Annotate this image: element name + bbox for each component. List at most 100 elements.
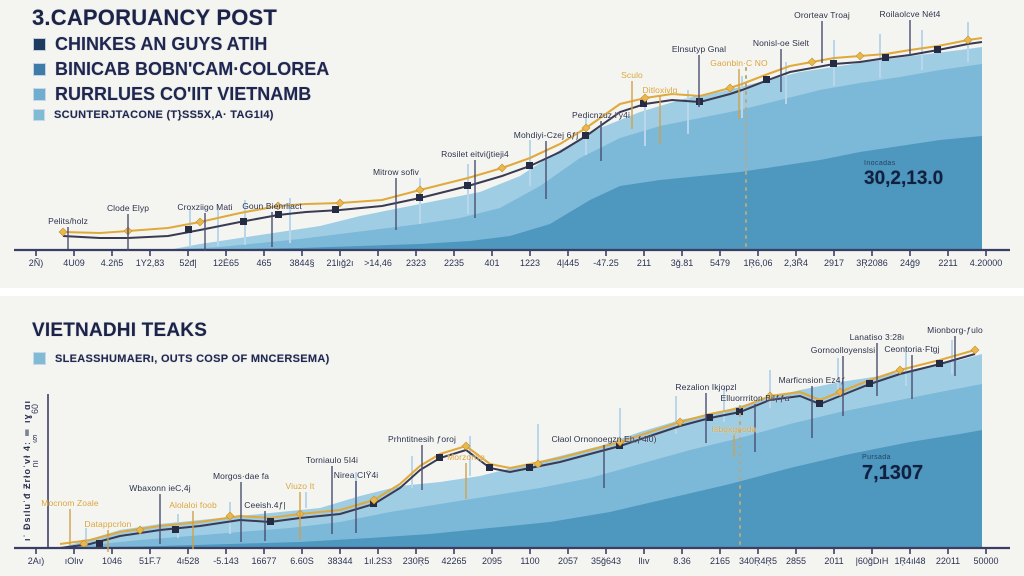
- bottom-annotation-label: Ceeish.4ƒ|: [244, 500, 286, 510]
- top-x-tick-label: 4.20000: [969, 258, 1003, 268]
- bottom-x-tick-label: 2095: [481, 556, 503, 566]
- bottom-x-tick-label: 2855: [785, 556, 807, 566]
- top-x-tick-label: 211: [636, 258, 652, 268]
- bottom-x-axis-ticks: [35, 548, 987, 554]
- bottom-annotation-label: Ceontoria·Ftgj: [884, 344, 940, 354]
- bottom-callout-number: 7,1307: [862, 462, 924, 484]
- bottom-x-tick-label: llıv: [638, 556, 650, 566]
- top-x-tick-label: 2917: [823, 258, 845, 268]
- bottom-annotation-label: Prhntitnesih ƒoroj: [388, 434, 456, 444]
- top-x-tick-label: 4|445: [556, 258, 580, 268]
- bottom-chart-title: VIETNADHI TEAKS: [32, 320, 208, 341]
- bottom-annotation-label: Lanatiso 3:28ı: [849, 332, 905, 342]
- bottom-annotation-label: Elluorrriton Bilƒƒa: [720, 393, 790, 403]
- bottom-y-tick-label: §: [30, 434, 40, 444]
- top-legend-item[interactable]: BINICAB BOBN'CAM·COLOREA: [33, 59, 329, 80]
- top-legend-item[interactable]: CHINKES AN GUYS ATIH: [33, 34, 329, 55]
- bottom-series-gold-line: [59, 348, 976, 546]
- bottom-x-tick-label: ıOlıv: [64, 556, 84, 566]
- top-x-tick-label: 24ğ9: [899, 258, 921, 268]
- top-annotation-label: Sculo: [621, 70, 643, 80]
- top-x-tick-label: 465: [256, 258, 272, 268]
- top-x-tick-label: 4U09: [63, 258, 85, 268]
- bottom-annotation-label: Alolaloi foob: [169, 500, 217, 510]
- top-chart-panel: 3.CAPORUANCY POST CHINKES AN GUYS ATIH BI…: [0, 0, 1024, 288]
- top-annotation-label: Ororteav Troaj: [794, 10, 850, 20]
- legend-item-label: BINICAB BOBN'CAM·COLOREA: [55, 59, 330, 79]
- top-x-tick-label: 1223: [519, 258, 541, 268]
- bottom-x-tick-label: 1046: [101, 556, 123, 566]
- bottom-area-band-dark: [60, 430, 982, 548]
- top-x-tick-label: 2Ñ): [28, 258, 44, 268]
- bottom-y-tick-label: nı: [30, 460, 40, 468]
- top-annotation-label: Elnsutyp Gnal: [671, 44, 727, 54]
- bottom-chart-panel: VIETNADHI TEAKS SLEASSHUMAERı, OUTS COSP…: [0, 296, 1024, 576]
- bottom-annotation-label: Datappcrlon: [84, 519, 132, 529]
- panel-divider: [0, 288, 1024, 296]
- top-annotation-label: Pedicnzuz I'y4i: [572, 110, 630, 120]
- bottom-y-axis-label: ıˈ Đsıluˈđ Ƶrłoˈvł 4ː ‖ ıɣ ɑı: [22, 400, 32, 542]
- bottom-annotation-label: Mionborg-ƒulo: [927, 325, 983, 335]
- legend-swatch-icon: [33, 352, 46, 365]
- top-annotation-label: Clode Elyp: [106, 203, 150, 213]
- bottom-legend-item[interactable]: SLEASSHUMAERı, OUTS COSP OF MNCERSEMA): [33, 352, 330, 365]
- top-x-tick-label: 52đ|: [179, 258, 197, 268]
- bottom-x-tick-label: 22011: [935, 556, 961, 566]
- top-annotation-label: Nonisl-oe Sielt: [752, 38, 810, 48]
- top-x-tick-label: -47.25: [593, 258, 619, 268]
- top-annotation-label: Gaonbin·C NO: [710, 58, 768, 68]
- legend-swatch-icon: [33, 63, 46, 76]
- bottom-x-tick-label: 35ğ643: [590, 556, 622, 566]
- bottom-annotation-label: Mocnom Zoale: [41, 498, 99, 508]
- top-x-tick-label: 2235: [443, 258, 465, 268]
- legend-item-label: CHINKES AN GUYS ATIH: [55, 34, 268, 54]
- top-x-tick-label: 1Ŗ6,06: [743, 258, 773, 268]
- top-x-tick-label: 3Ŗ2086: [856, 258, 888, 268]
- bottom-annotation-label: Wbaxonn ieC,4j: [129, 483, 191, 493]
- top-series-gold-markers: [58, 35, 973, 237]
- bottom-callout-value: Pursada 7,1307: [862, 454, 923, 485]
- top-annotation-stems: [67, 20, 911, 251]
- bottom-x-tick-label: 4ı528: [176, 556, 200, 566]
- bottom-x-tick-label: 1Ŗ4ıl48: [894, 556, 926, 566]
- top-x-tick-label: 5479: [709, 258, 731, 268]
- bottom-x-tick-label: 8.36: [673, 556, 691, 566]
- bottom-x-tick-label: 2057: [557, 556, 579, 566]
- top-x-tick-label: 2211: [938, 258, 958, 268]
- bottom-x-tick-label: 51F.7: [138, 556, 162, 566]
- bottom-x-tick-label: 2165: [709, 556, 731, 566]
- bottom-x-tick-label: 42265: [441, 556, 467, 566]
- bottom-x-tick-label: 6.60S: [290, 556, 314, 566]
- top-x-axis-ticks: [35, 250, 987, 256]
- legend-swatch-icon: [33, 38, 46, 51]
- legend-swatch-icon: [33, 88, 46, 101]
- bottom-annotation-stems: [69, 336, 956, 552]
- bottom-x-tick-label: 2011: [824, 556, 844, 566]
- legend-item-label: RURRLUES CO'IIT VIETNAMB: [55, 84, 312, 104]
- top-x-tick-label: 1Y2,83: [135, 258, 165, 268]
- top-x-tick-label: 401: [484, 258, 500, 268]
- legend-item-label: SLEASSHUMAERı, OUTS COSP OF MNCERSEMA): [55, 352, 330, 365]
- top-x-tick-label: 12Ė65: [212, 258, 240, 268]
- bottom-x-tick-label: 1ıl.2S3: [363, 556, 393, 566]
- top-legend-item[interactable]: SCUNTERJTACONE (T}SS5X,A· TAG1I4): [33, 109, 329, 121]
- top-callout-number: 30,2,13.0: [864, 168, 944, 189]
- top-legend-item[interactable]: RURRLUES CO'IIT VIETNAMB: [33, 84, 329, 105]
- bottom-x-tick-label: 230Ŗ5: [402, 556, 430, 566]
- bottom-annotation-label: Morzorrrp: [447, 452, 485, 462]
- top-x-tick-label: 2323: [405, 258, 427, 268]
- top-chart-plot: [14, 20, 1010, 256]
- top-annotation-label: Croxziigo Mati: [177, 202, 233, 212]
- top-annotation-label: Ditloxivlg: [642, 85, 678, 95]
- legend-item-label: SCUNTERJTACONE (T}SS5X,A· TAG1I4): [54, 109, 274, 121]
- top-annotation-label: Pelits/holz: [48, 216, 88, 226]
- bottom-callout-caption: Pursada: [862, 454, 891, 461]
- bottom-annotation-label: Morgos·dae fa: [212, 471, 270, 481]
- top-annotation-label: Mohdiyi-Czej 6ƒj: [513, 130, 579, 140]
- top-x-tick-label: 21lığ2ı: [326, 258, 354, 268]
- top-annotation-label: Roilaolcve Nét4: [879, 9, 941, 19]
- bottom-annotation-label: Marficnsion Ez4ƒ: [778, 375, 846, 385]
- bottom-series-gold-markers: [79, 345, 980, 549]
- bottom-chart-plot: [14, 336, 1010, 554]
